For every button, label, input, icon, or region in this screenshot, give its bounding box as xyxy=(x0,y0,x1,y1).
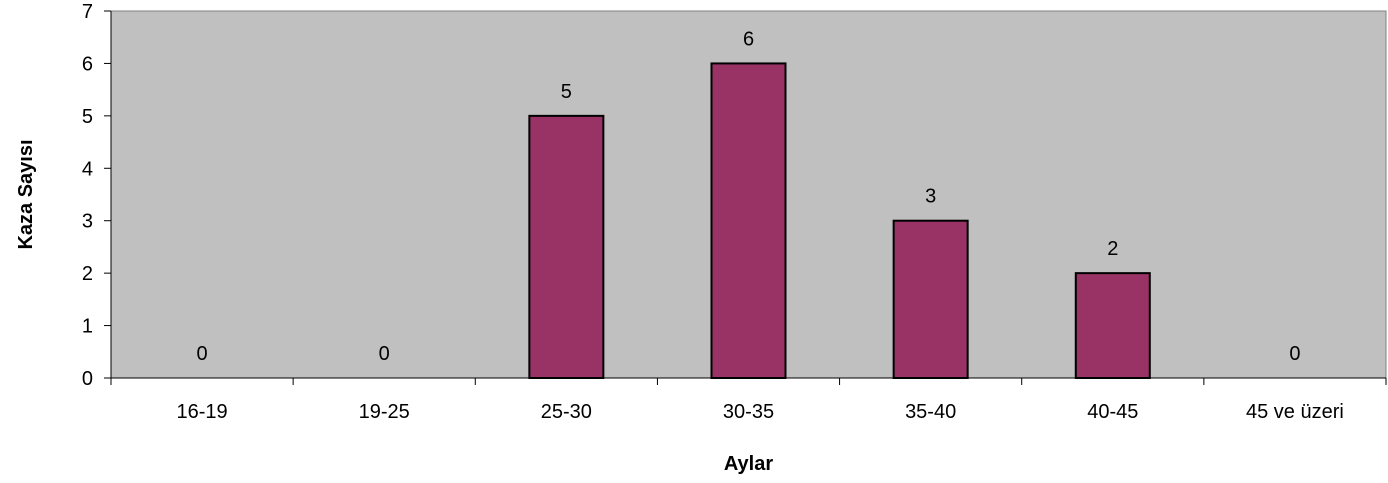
data-label: 6 xyxy=(743,28,754,50)
data-labels-group: 0 0 5 6 3 2 0 xyxy=(197,28,1301,365)
data-label: 0 xyxy=(197,343,208,365)
bar-25-30 xyxy=(528,114,605,379)
bar-35-40 xyxy=(892,219,969,379)
x-tick-label: 45 ve üzeri xyxy=(1246,401,1344,423)
x-tick-label: 19-25 xyxy=(359,401,410,423)
y-axis-ticks: 0 1 2 3 4 5 6 7 xyxy=(82,1,111,390)
data-label: 3 xyxy=(925,186,936,208)
y-tick-label: 4 xyxy=(82,158,93,180)
y-tick-label: 7 xyxy=(82,1,93,23)
x-tick-label: 25-30 xyxy=(541,401,592,423)
bar-40-45 xyxy=(1074,272,1151,379)
y-tick-label: 6 xyxy=(82,53,93,75)
bars-group xyxy=(528,62,1151,380)
y-tick-label: 5 xyxy=(82,106,93,128)
data-label: 0 xyxy=(1289,343,1300,365)
x-tick-label: 16-19 xyxy=(176,401,227,423)
y-tick-label: 2 xyxy=(82,263,93,285)
y-axis-title: Kaza Sayısı xyxy=(15,139,37,249)
data-label: 0 xyxy=(379,343,390,365)
y-tick-label: 1 xyxy=(82,316,93,338)
y-tick-label: 0 xyxy=(82,368,93,390)
x-axis-title: Aylar xyxy=(724,453,774,475)
bar-30-35 xyxy=(710,62,787,380)
x-axis-ticks: 16-19 19-25 25-30 30-35 35-40 40-45 45 ve üzer… xyxy=(110,378,1387,423)
x-tick-label: 40-45 xyxy=(1087,401,1138,423)
x-tick-label: 35-40 xyxy=(905,401,956,423)
y-tick-label: 3 xyxy=(82,211,93,233)
x-tick-label: 30-35 xyxy=(723,401,774,423)
data-label: 2 xyxy=(1107,238,1118,260)
data-label: 5 xyxy=(561,81,572,103)
